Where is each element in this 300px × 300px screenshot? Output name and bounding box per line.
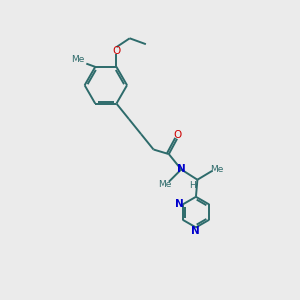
Text: N: N xyxy=(176,199,184,209)
Text: H: H xyxy=(189,181,196,190)
Text: O: O xyxy=(174,130,182,140)
Text: O: O xyxy=(112,46,121,56)
Text: Me: Me xyxy=(210,165,223,174)
Text: Me: Me xyxy=(71,55,84,64)
Text: N: N xyxy=(191,226,200,236)
Text: N: N xyxy=(177,164,186,174)
Text: Me: Me xyxy=(158,180,172,189)
